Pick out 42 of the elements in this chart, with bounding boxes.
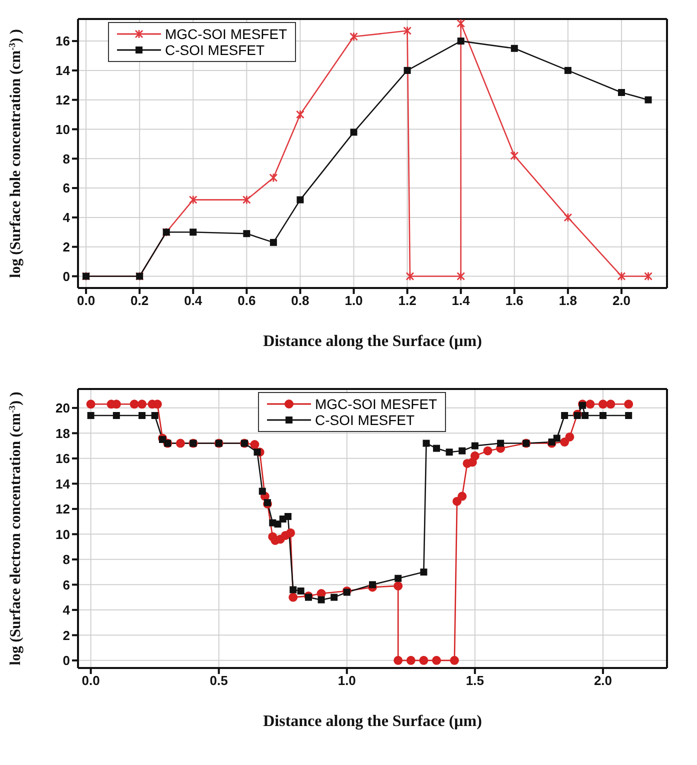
x-axis-title: Distance along the Surface (μm): [263, 333, 482, 350]
x-tick-label: 0.2: [130, 293, 149, 308]
legend-label: MGC-SOI MESFET: [165, 26, 288, 42]
x-tick-label: 1.6: [505, 293, 524, 308]
x-tick-label: 1.4: [452, 293, 471, 308]
x-tick-label: 1.0: [344, 293, 363, 308]
x-tick-label: 0.8: [291, 293, 310, 308]
y-tick-label: 10: [56, 122, 70, 137]
x-tick-label: 0.6: [238, 293, 256, 308]
y-tick-label: 2: [62, 628, 70, 643]
y-tick-label: 4: [62, 210, 71, 226]
y-tick-label: 18: [56, 426, 70, 441]
y-tick-label: 6: [62, 180, 70, 196]
y-tick-label: 16: [56, 34, 70, 49]
x-tick-label: 2.0: [612, 293, 631, 308]
x-tick-label: 0.0: [82, 673, 100, 688]
legend-label: C-SOI MESFET: [165, 42, 265, 58]
y-tick-label: 10: [56, 526, 70, 542]
y-tick-label: 8: [62, 151, 70, 166]
y-tick-label: 14: [56, 63, 71, 78]
y-tick-label: 20: [56, 400, 70, 416]
y-tick-label: 14: [56, 476, 71, 492]
x-axis-title: Distance along the Surface (μm): [263, 713, 482, 730]
y-tick-label: 12: [56, 92, 70, 108]
y-tick-label: 2: [62, 239, 70, 254]
x-tick-label: 0.5: [210, 673, 228, 688]
x-tick-label: 1.5: [466, 673, 484, 688]
y-tick-label: 0: [62, 653, 70, 668]
x-tick-label: 0.0: [76, 293, 96, 308]
x-tick-label: 1.8: [558, 293, 577, 308]
legend-label: MGC-SOI MESFET: [315, 396, 438, 412]
y-tick-label: 6: [62, 577, 70, 592]
y-tick-label: 8: [62, 552, 70, 568]
y-tick-label: 0: [62, 268, 70, 284]
x-tick-label: 2.0: [594, 673, 612, 688]
x-tick-label: 1.2: [398, 293, 416, 308]
y-tick-label: 4: [62, 602, 71, 618]
x-tick-label: 1.0: [338, 673, 356, 688]
x-tick-label: 0.4: [184, 293, 203, 308]
y-tick-label: 12: [56, 502, 70, 517]
legend-label: C-SOI MESFET: [315, 412, 415, 428]
y-tick-label: 16: [56, 451, 70, 466]
